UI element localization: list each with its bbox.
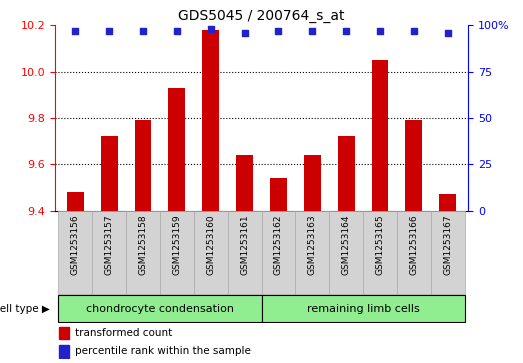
Text: GSM1253156: GSM1253156 (71, 215, 79, 276)
Text: GSM1253167: GSM1253167 (444, 215, 452, 276)
Text: transformed count: transformed count (75, 328, 172, 338)
Bar (58, 295, 262, 322)
Bar (92, 211, 126, 294)
Text: GSM1253162: GSM1253162 (274, 215, 283, 275)
Text: percentile rank within the sample: percentile rank within the sample (75, 346, 251, 356)
Point (376, 28, 384, 34)
Bar (168, 88, 185, 211)
Text: cell type ▶: cell type ▶ (0, 303, 50, 314)
Bar (295, 211, 329, 294)
Point (241, 30, 249, 36)
Text: GSM1253161: GSM1253161 (240, 215, 249, 276)
Bar (236, 155, 253, 211)
Bar (228, 211, 262, 294)
Bar (58, 211, 92, 294)
Bar (431, 211, 465, 294)
Text: GSM1253158: GSM1253158 (139, 215, 147, 276)
Bar (194, 211, 228, 294)
Point (410, 28, 418, 34)
Bar (59, 327, 70, 339)
Text: GSM1253163: GSM1253163 (308, 215, 317, 276)
Point (308, 28, 316, 34)
Point (444, 30, 452, 36)
Point (207, 26, 215, 32)
Point (139, 28, 147, 34)
Title: GDS5045 / 200764_s_at: GDS5045 / 200764_s_at (178, 9, 345, 23)
Bar (304, 155, 321, 211)
Bar (59, 345, 70, 358)
Text: GSM1253164: GSM1253164 (342, 215, 350, 275)
Bar (338, 136, 355, 211)
Text: GSM1253165: GSM1253165 (376, 215, 384, 276)
Bar (202, 30, 219, 211)
Bar (134, 120, 152, 211)
Bar (100, 136, 118, 211)
Bar (262, 295, 465, 322)
Bar (126, 211, 160, 294)
Bar (262, 211, 295, 294)
Bar (397, 211, 431, 294)
Point (274, 28, 282, 34)
Bar (371, 60, 389, 211)
Bar (160, 211, 194, 294)
Point (105, 28, 113, 34)
Point (173, 28, 181, 34)
Text: GSM1253160: GSM1253160 (206, 215, 215, 276)
Point (71, 28, 79, 34)
Bar (329, 211, 363, 294)
Text: GSM1253166: GSM1253166 (410, 215, 418, 276)
Point (342, 28, 350, 34)
Text: remaining limb cells: remaining limb cells (306, 303, 419, 314)
Bar (405, 120, 423, 211)
Text: GSM1253159: GSM1253159 (173, 215, 181, 276)
Text: GSM1253157: GSM1253157 (105, 215, 113, 276)
Text: chondrocyte condensation: chondrocyte condensation (86, 303, 234, 314)
Bar (363, 211, 397, 294)
Bar (270, 178, 287, 211)
Bar (439, 194, 456, 211)
Bar (67, 192, 84, 211)
